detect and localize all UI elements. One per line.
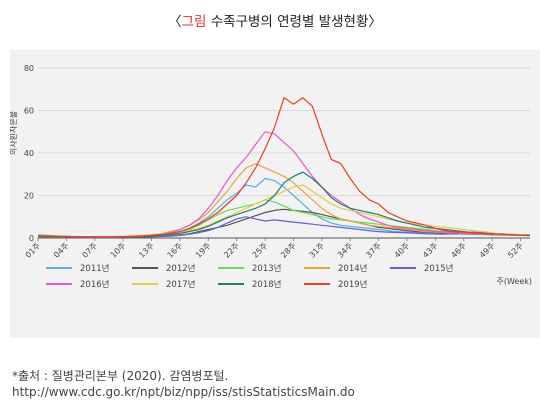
x-tick-label: 28주: [279, 241, 298, 260]
title-close-bracket: 〉: [368, 14, 382, 30]
legend-label: 2018년: [252, 279, 281, 290]
x-tick-label: 07주: [80, 241, 99, 260]
x-tick-label: 13주: [137, 241, 156, 260]
series-line-2018년: [37, 171, 531, 238]
series-line-2017년: [38, 184, 531, 238]
title-open-bracket: 〈: [168, 14, 182, 30]
legend-label: 2016년: [80, 279, 109, 290]
x-tick-label: 31주: [307, 241, 326, 260]
grid-lines: [38, 67, 530, 239]
x-tick-label: 34주: [336, 241, 355, 260]
y-tick-label: 80: [24, 64, 34, 73]
x-tick-label: 10주: [109, 241, 128, 260]
y-tick-label: 0: [29, 234, 34, 243]
y-axis-label: 의사환자분율: [10, 111, 18, 155]
x-tick-label: 49주: [478, 241, 497, 260]
y-tick-label: 60: [24, 107, 34, 116]
series-line-2014년: [37, 162, 531, 238]
legend-label: 2014년: [338, 263, 367, 274]
series-line-2019년: [37, 97, 531, 238]
y-tick-label: 20: [24, 192, 34, 201]
title-highlight: 그림: [181, 14, 207, 30]
x-tick-label: 01주: [24, 241, 43, 260]
legend-label: 2012년: [166, 263, 195, 274]
source-url[interactable]: http://www.cdc.go.kr/npt/biz/npp/iss/sti…: [12, 385, 355, 399]
source-note: *출처 : 질병관리본부 (2020). 감염병포털. http://www.c…: [12, 368, 355, 400]
x-tick-label: 16주: [166, 241, 185, 260]
x-tick-label: 04주: [52, 241, 71, 260]
x-axis-label: 주(Week): [496, 277, 532, 286]
chart-panel: 0 20 40 60 80 의사환자분율 01주 04주 07주 10주 13주 16주 19주 22주 2…: [8, 50, 540, 338]
x-tick-label: 22주: [222, 241, 241, 260]
line-chart: 0 20 40 60 80 의사환자분율 01주 04주 07주 10주 13주 16주 19주 22주 2…: [8, 64, 532, 290]
series-lines: [37, 97, 531, 238]
legend-label: 2019년: [338, 279, 367, 290]
legend: 2011년 2012년 2013년 2014년 2015년 2016년 2017년 2018년…: [46, 263, 453, 290]
legend-label: 2017년: [166, 279, 195, 290]
x-tick-label: 46주: [449, 241, 468, 260]
legend-label: 2015년: [424, 263, 453, 274]
legend-label: 2011년: [80, 263, 109, 274]
legend-label: 2013년: [252, 263, 281, 274]
source-citation: *출처 : 질병관리본부 (2020). 감염병포털.: [12, 369, 229, 383]
x-tick-label: 40주: [393, 241, 412, 260]
x-tick-label: 19주: [194, 241, 213, 260]
series-line-2015년: [37, 216, 531, 238]
x-tick-label: 25주: [251, 241, 270, 260]
x-tick-label: 37주: [364, 241, 383, 260]
figure-title: 〈그림 수족구병의 연령별 발생현황〉: [0, 10, 550, 30]
y-tick-label: 40: [24, 149, 34, 158]
title-text: 수족구병의 연령별 발생현황: [206, 14, 369, 30]
x-tick-label: 52주: [506, 241, 525, 260]
axes: 0 20 40 60 80 의사환자분율 01주 04주 07주 10주 13주 16주 19주 22주 2…: [8, 64, 532, 286]
x-tick-label: 43주: [421, 241, 440, 260]
